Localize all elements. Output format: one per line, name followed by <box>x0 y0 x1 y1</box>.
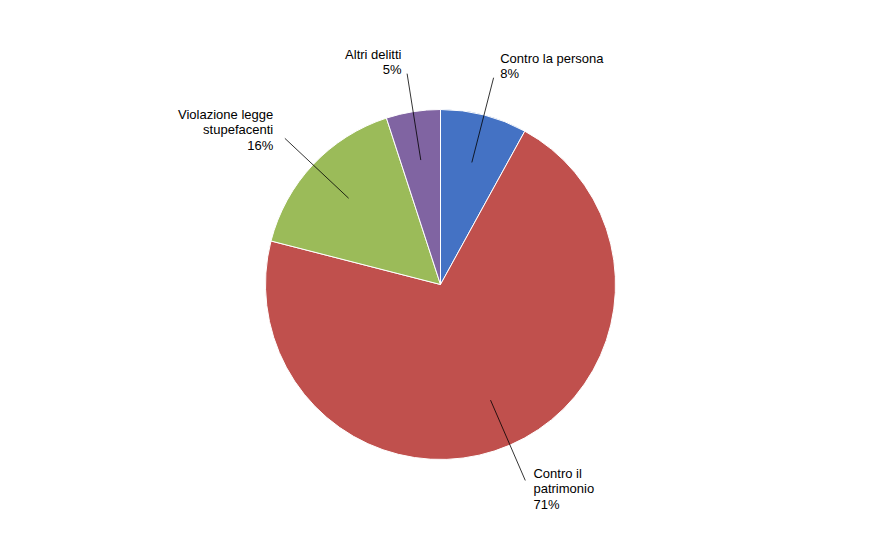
annotations: Contro la persona8% Contro ilpatrimonio71… <box>178 47 604 511</box>
category-label-line: patrimonio <box>533 482 594 497</box>
leader-line <box>285 138 349 198</box>
leader-line <box>491 400 526 480</box>
value-label: 5% <box>383 62 402 77</box>
category-label-line: Violazione legge <box>178 108 273 123</box>
leader-line <box>472 78 494 163</box>
category-label: Altri delitti <box>345 47 401 62</box>
value-label: 16% <box>247 138 273 153</box>
category-label-line: Contro la persona <box>500 51 604 66</box>
pie: Contro la persona8% Contro ilpatrimonio71… <box>178 47 615 511</box>
value-label: 71% <box>533 497 559 512</box>
category-label: Violazione leggestupefacenti <box>178 108 273 138</box>
leader-line <box>407 74 421 160</box>
slices <box>266 110 616 460</box>
category-label-line: Contro il <box>533 467 582 482</box>
category-label: Contro ilpatrimonio <box>533 467 594 497</box>
category-label-line: Altri delitti <box>345 47 401 62</box>
chart: Contro la persona8% Contro ilpatrimonio71… <box>0 0 881 549</box>
slice <box>386 110 440 285</box>
category-label: Contro la persona <box>500 51 604 66</box>
category-label-line: stupefacenti <box>203 123 273 138</box>
value-label: 8% <box>500 66 519 81</box>
